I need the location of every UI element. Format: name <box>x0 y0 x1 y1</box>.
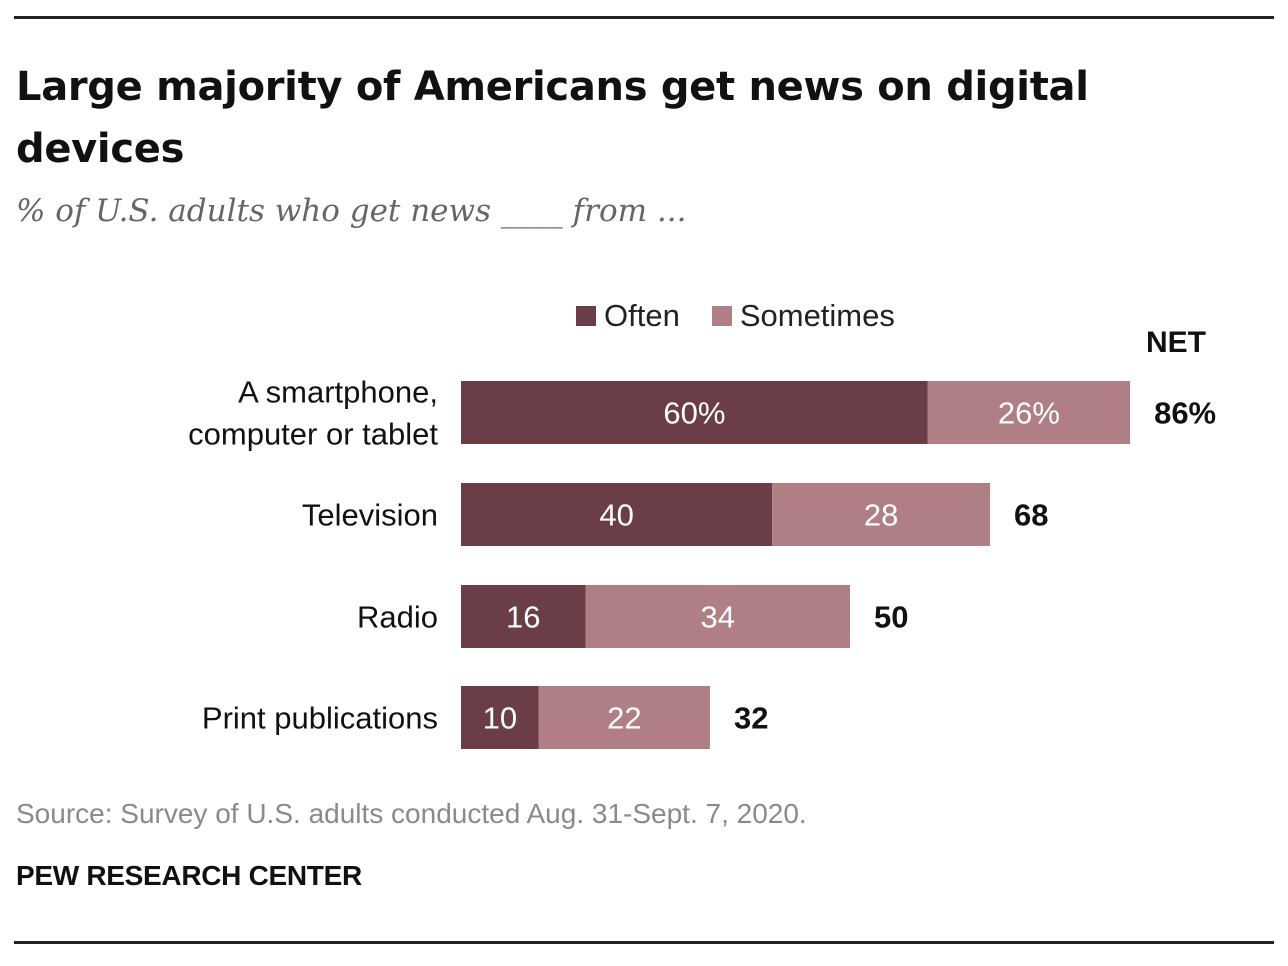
bar-label-often-3: 10 <box>483 701 517 736</box>
legend-item-often: Often <box>576 298 680 334</box>
bar-label-sometimes-1: 28 <box>864 498 898 533</box>
legend-swatch-often <box>576 306 596 326</box>
bar-label-often-0: 60% <box>663 396 725 431</box>
bar-label-sometimes-0: 26% <box>998 396 1060 431</box>
bar-sometimes-3 <box>538 686 710 749</box>
net-value-1: 68 <box>1014 498 1048 533</box>
chart-subtitle: % of U.S. adults who get news ____ from … <box>16 193 687 229</box>
bar-often-2 <box>461 585 586 648</box>
bar-often-1 <box>461 483 773 546</box>
bar-often-3 <box>461 686 539 749</box>
bar-label-often-2: 16 <box>506 600 540 635</box>
bar-label-sometimes-3: 22 <box>607 701 641 736</box>
bar-label-sometimes-2: 34 <box>700 600 734 635</box>
legend-swatch-sometimes <box>711 306 732 326</box>
net-column-header: NET <box>1146 326 1206 359</box>
bottom-rule <box>14 941 1274 944</box>
legend: Often Sometimes <box>576 298 927 334</box>
bar-often-0 <box>461 381 928 444</box>
net-value-0: 86% <box>1154 396 1216 431</box>
brand-label: PEW RESEARCH CENTER <box>16 860 362 891</box>
bar-label-often-1: 40 <box>599 498 633 533</box>
category-label-2: Radio <box>357 600 438 635</box>
chart-title: Large majority of Americans get news on … <box>16 64 1089 172</box>
legend-label-often: Often <box>604 298 680 333</box>
top-rule <box>14 16 1274 19</box>
source-note: Source: Survey of U.S. adults conducted … <box>16 798 807 829</box>
bar-sometimes-0 <box>927 381 1131 444</box>
bar-sometimes-2 <box>585 585 850 648</box>
legend-label-sometimes: Sometimes <box>739 298 895 333</box>
bar-sometimes-1 <box>772 483 991 546</box>
category-label-0: A smartphone, computer or tablet <box>188 375 438 452</box>
legend-item-sometimes: Sometimes <box>711 298 895 334</box>
net-value-3: 32 <box>734 701 768 736</box>
category-label-1: Television <box>302 498 438 533</box>
net-value-2: 50 <box>874 600 908 635</box>
category-label-3: Print publications <box>202 701 438 736</box>
